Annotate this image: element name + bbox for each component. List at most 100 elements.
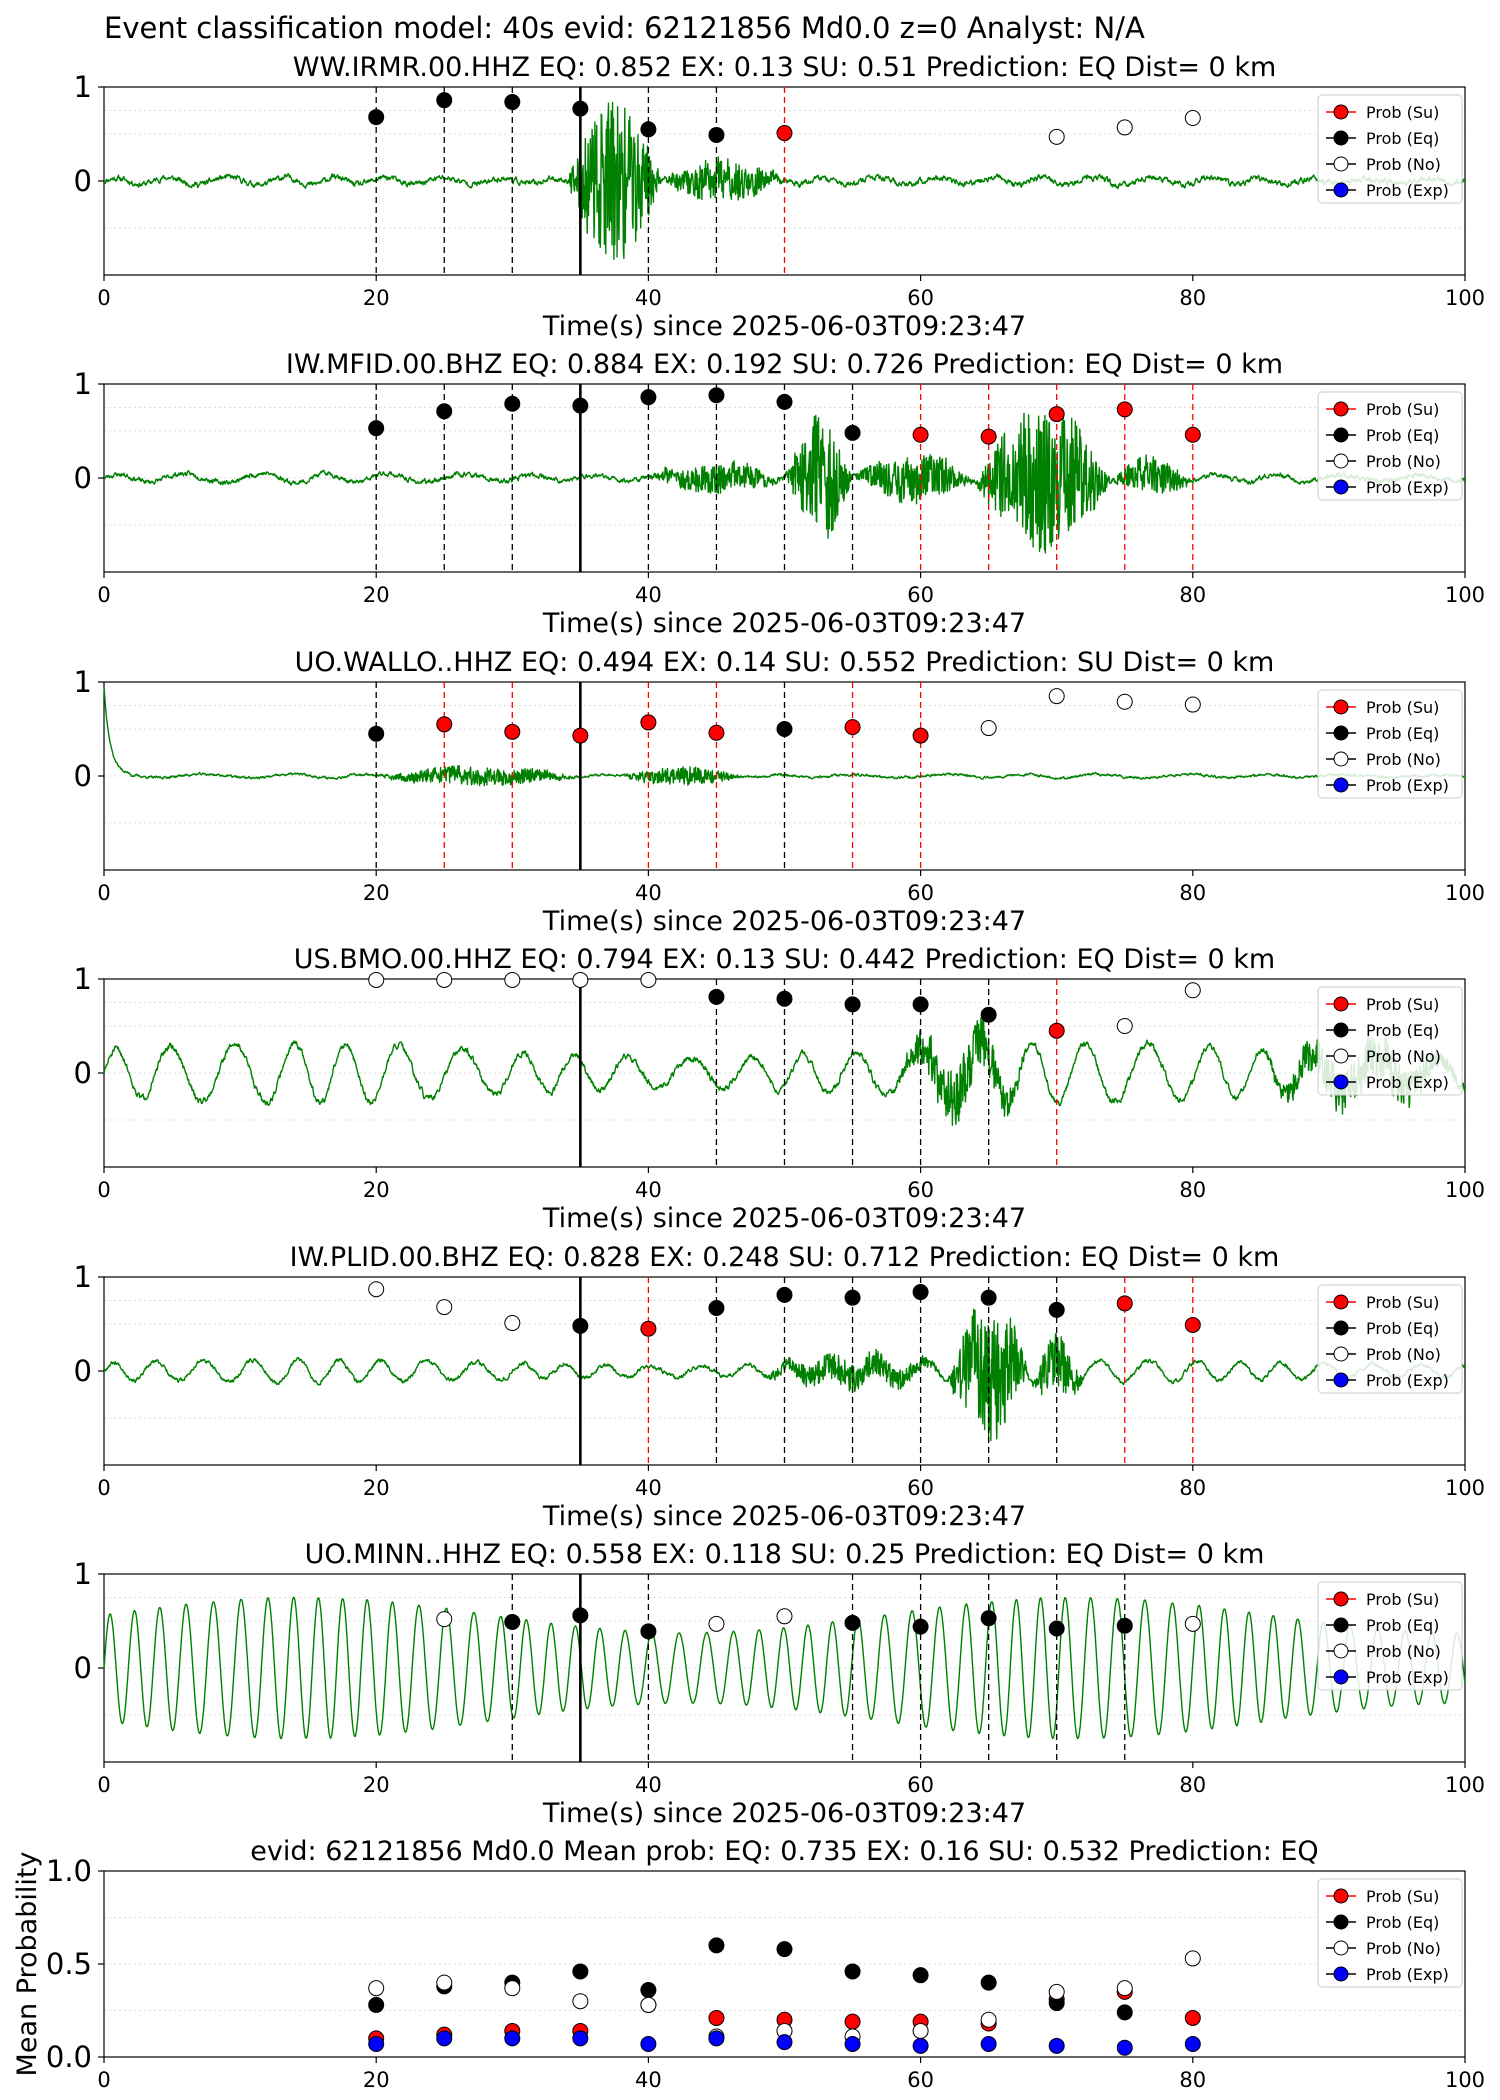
x-tick-label: 100: [1445, 1773, 1485, 1797]
prob-marker: [912, 1618, 929, 1635]
no-marker-icon: [1333, 156, 1349, 172]
legend-label-exp: Prob (Exp): [1366, 776, 1449, 795]
prob-marker: [504, 94, 521, 111]
mean-prob-point: [844, 1963, 861, 1980]
prob-marker: [572, 1607, 589, 1624]
prob-marker: [572, 727, 589, 744]
waveform-trace: [103, 1017, 1466, 1126]
y-tick-label: 1: [74, 1557, 92, 1591]
x-axis-label: Time(s) since 2025-06-03T09:23:47: [542, 1203, 1026, 1234]
prob-marker: [844, 719, 861, 736]
x-axis-label: Time(s) since 2025-06-03T09:23:47: [542, 1501, 1026, 1532]
prob-marker: [436, 92, 453, 109]
prob-marker: [776, 125, 793, 142]
x-tick-label: 100: [1445, 1476, 1485, 1500]
mean-prob-point: [368, 1980, 385, 1997]
panel-title: US.BMO.00.HHZ EQ: 0.794 EX: 0.13 SU: 0.4…: [294, 944, 1275, 975]
mean-prob-point: [1184, 2009, 1201, 2026]
x-tick-label: 20: [363, 583, 390, 607]
no-marker-icon: [1333, 453, 1349, 469]
mean-prob-point: [776, 2034, 793, 2051]
prob-marker: [776, 393, 793, 410]
mean-prob-point: [1184, 1950, 1201, 1967]
legend-label-su: Prob (Su): [1366, 400, 1439, 419]
prob-marker: [572, 971, 589, 988]
x-tick-label: 100: [1445, 2068, 1485, 2092]
y-tick-label: 1: [74, 962, 92, 996]
mean-prob-point: [708, 1937, 725, 1954]
prob-marker: [572, 397, 589, 414]
prob-marker: [980, 1289, 997, 1306]
x-tick-label: 100: [1445, 286, 1485, 310]
prob-marker: [1048, 1022, 1065, 1039]
station-panel: 0 20 40 60 80 100 0 1 IW.PLID.00.BHZ EQ: 0.828 E…: [74, 1242, 1486, 1532]
prob-marker: [504, 971, 521, 988]
eq-marker-icon: [1333, 1617, 1349, 1633]
prob-marker: [776, 1608, 793, 1625]
y-tick-label: 0: [74, 1056, 92, 1090]
x-tick-label: 40: [635, 583, 662, 607]
prob-marker: [1116, 1617, 1133, 1634]
mean-prob-point: [844, 2013, 861, 2030]
y-tick-label: 0: [74, 164, 92, 198]
prob-marker: [504, 1315, 521, 1332]
exp-marker-icon: [1333, 1669, 1349, 1685]
station-panel: 0 20 40 60 80 100 0 1 UO.MINN..HHZ EQ: 0.558 EX:…: [74, 1539, 1486, 1829]
eq-marker-icon: [1333, 130, 1349, 146]
mean-prob-point: [504, 1980, 521, 1997]
prob-marker: [436, 403, 453, 420]
legend-box: [1317, 1284, 1463, 1394]
legend-label-eq: Prob (Eq): [1366, 129, 1439, 148]
prob-marker: [776, 990, 793, 1007]
x-axis-label: Time(s) since 2025-06-03T09:23:47: [542, 311, 1026, 342]
legend-box: [1317, 1581, 1463, 1691]
exp-marker-icon: [1333, 182, 1349, 198]
y-tick-label: 0: [74, 1354, 92, 1388]
no-marker-icon: [1333, 1643, 1349, 1659]
y-tick-label: 1: [74, 367, 92, 401]
mean-probability-panel: 0 20 40 60 80 100 0.0 0.5 1.0 evid: 62121856 Md0.…: [12, 1836, 1485, 2092]
station-panel: 0 20 40 60 80 100 0 1 US.BMO.00.HHZ EQ: 0.794 EX…: [74, 944, 1486, 1234]
prob-marker: [436, 971, 453, 988]
prob-marker: [504, 723, 521, 740]
x-tick-label: 20: [363, 286, 390, 310]
legend-label-no: Prob (No): [1366, 1939, 1441, 1958]
mean-prob-point: [776, 1941, 793, 1958]
prob-marker: [1184, 982, 1201, 999]
mean-prob-point: [640, 1982, 657, 1999]
x-tick-label: 20: [363, 881, 390, 905]
prob-marker: [708, 988, 725, 1005]
mean-prob-point: [504, 2030, 521, 2047]
y-tick-label: 1.0: [46, 1854, 92, 1888]
x-tick-label: 20: [363, 1178, 390, 1202]
y-tick-label: 0: [74, 1651, 92, 1685]
prob-marker: [1048, 688, 1065, 705]
prob-marker: [1048, 406, 1065, 423]
x-tick-label: 80: [1179, 2068, 1206, 2092]
prob-marker: [1048, 1620, 1065, 1637]
prob-marker: [572, 1317, 589, 1334]
no-marker-icon: [1333, 1940, 1349, 1956]
legend-label-su: Prob (Su): [1366, 1887, 1439, 1906]
su-marker-icon: [1333, 699, 1349, 715]
legend-label-su: Prob (Su): [1366, 1293, 1439, 1312]
prob-marker: [1116, 693, 1133, 710]
exp-marker-icon: [1333, 1372, 1349, 1388]
prob-marker: [1048, 128, 1065, 145]
prob-marker: [1116, 1018, 1133, 1034]
prob-marker: [980, 1610, 997, 1627]
prob-marker: [980, 428, 997, 445]
eq-marker-icon: [1333, 725, 1349, 741]
mean-prob-point: [640, 2035, 657, 2052]
x-tick-label: 80: [1179, 1178, 1206, 1202]
prob-marker: [1048, 1301, 1065, 1318]
prob-marker: [980, 720, 997, 737]
mean-prob-point: [980, 2035, 997, 2052]
x-tick-label: 80: [1179, 1773, 1206, 1797]
legend-label-exp: Prob (Exp): [1366, 1668, 1449, 1687]
su-marker-icon: [1333, 401, 1349, 417]
prob-marker: [844, 424, 861, 441]
figure-suptitle: Event classification model: 40s evid: 62…: [104, 11, 1145, 45]
x-tick-label: 80: [1179, 1476, 1206, 1500]
